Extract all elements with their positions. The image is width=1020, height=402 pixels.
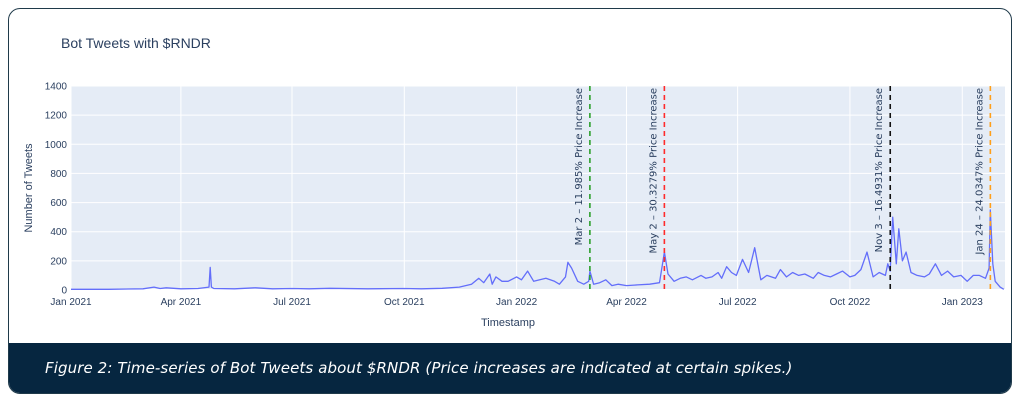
x-tick-label: Apr 2022 (606, 297, 647, 308)
y-tick-label: 200 (50, 256, 67, 267)
price-increase-annotation: May 2 – 30.3279% Price Increase (648, 88, 659, 254)
chart-title: Bot Tweets with $RNDR (61, 35, 211, 51)
figure-card: Bot Tweets with $RNDR 0 200 400 600 800 1000 1… (8, 8, 1012, 394)
figure-caption: Figure 2: Time-series of Bot Tweets abou… (45, 359, 793, 377)
x-tick-label: Oct 2022 (830, 297, 871, 308)
y-tick-label: 400 (50, 227, 67, 238)
plot-area (71, 86, 1005, 290)
line-chart: 0 200 400 600 800 1000 1200 1400 Jan 2021 Apr 202… (23, 82, 1005, 329)
x-tick-label: Jul 2022 (719, 297, 757, 308)
price-increase-annotation: Mar 2 – 11.985% Price Increase (574, 88, 585, 245)
x-tick-label: Jan 2023 (942, 297, 984, 308)
y-axis-title: Number of Tweets (23, 143, 35, 233)
y-tick-label: 1000 (45, 140, 68, 151)
x-tick-label: Apr 2021 (161, 297, 202, 308)
y-tick-label: 1200 (45, 111, 68, 122)
x-axis-title: Timestamp (481, 317, 535, 329)
caption-bar: Figure 2: Time-series of Bot Tweets abou… (9, 343, 1011, 393)
y-tick-label: 0 (61, 286, 67, 297)
x-tick-label: Jan 2021 (50, 297, 92, 308)
y-tick-label: 1400 (45, 82, 68, 93)
y-tick-label: 600 (50, 198, 67, 209)
price-increase-annotation: Nov 3 – 16.4931% Price Increase (874, 88, 885, 252)
series-line-bot-tweets (71, 209, 1005, 290)
price-increase-annotation: Jan 24 – 24.0347% Price Increase (974, 88, 985, 256)
x-tick-label: Jul 2021 (273, 297, 311, 308)
x-tick-label: Jan 2022 (496, 297, 538, 308)
x-tick-label: Oct 2021 (384, 297, 425, 308)
y-tick-label: 800 (50, 169, 67, 180)
